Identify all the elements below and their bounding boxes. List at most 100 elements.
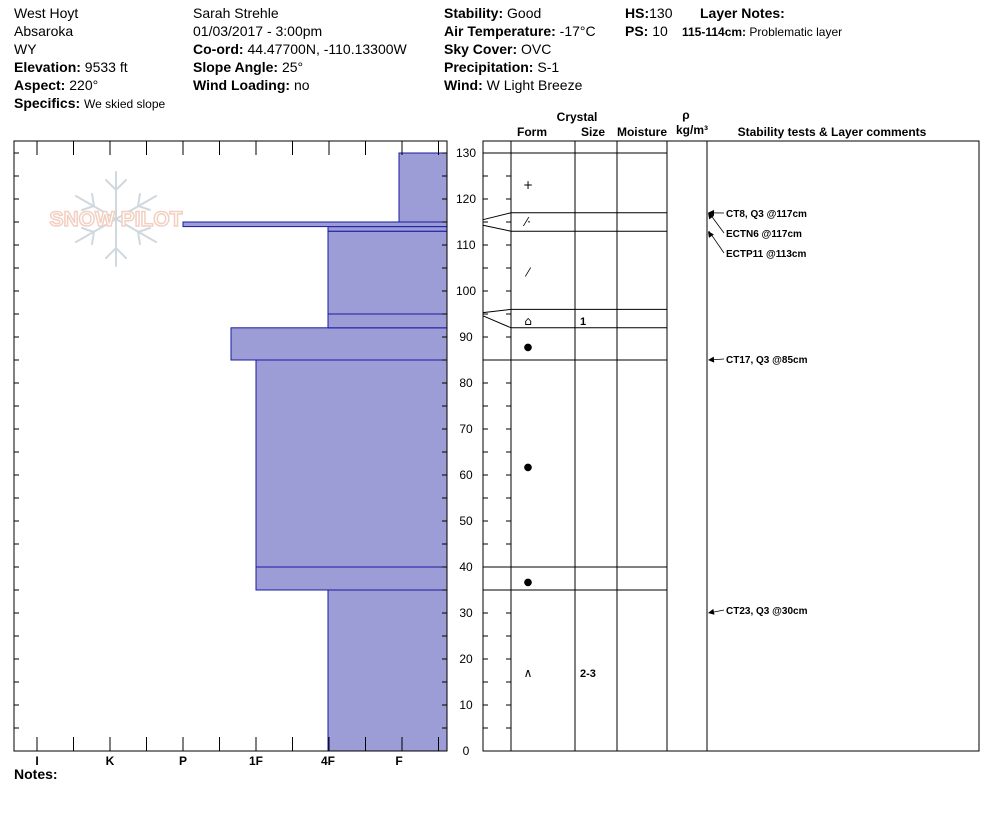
aspect-label: Aspect:	[14, 77, 66, 93]
slope-row: Slope Angle: 25°	[193, 58, 303, 76]
stability-test-arrowhead	[708, 608, 715, 615]
depth-label-50: 50	[459, 514, 473, 528]
depth-label-90: 90	[459, 330, 473, 344]
ps-row: PS: 10	[625, 22, 668, 40]
hardness-layer-1	[255, 566, 448, 591]
header-density-unit: kg/m³	[676, 123, 708, 137]
wind-loading-value: no	[293, 77, 310, 93]
stability-test-label-1: ECTN6 @117cm	[726, 229, 802, 240]
depth-label-60: 60	[459, 468, 473, 482]
sky-row: Sky Cover: OVC	[444, 40, 551, 58]
layer-rows: + ⁄· ⁄ ⌂ 1 ● ● ● ∧ 2-3	[522, 178, 596, 680]
depth-label-120: 120	[456, 192, 476, 206]
crystal-size-3: 1	[580, 316, 586, 328]
depth-label-70: 70	[459, 422, 473, 436]
coord-label: Co-ord:	[193, 41, 244, 57]
state: WY	[14, 41, 37, 57]
slope-label: Slope Angle:	[193, 59, 279, 75]
hardness-layer-8	[398, 152, 448, 223]
depth-label-0: 0	[463, 744, 470, 758]
coord-row: Co-ord: 44.47700N, -110.13300W	[193, 40, 407, 58]
layer-note-range: 115-114cm:	[682, 25, 747, 39]
depth-label-110: 110	[456, 238, 475, 252]
layer-boundary	[482, 224, 667, 232]
layer-notes-label: Layer Notes:	[700, 5, 785, 21]
stability-test-label-3: CT17, Q3 @85cm	[726, 355, 808, 366]
crystal-form-2: ⁄	[524, 266, 532, 280]
layer-boundary	[482, 315, 667, 329]
stability-test-arrowhead	[708, 212, 714, 220]
depth-label-10: 10	[459, 698, 473, 712]
hs-label: HS:	[625, 5, 650, 21]
hardness-axis-labels: I K P 1F 4F F	[35, 754, 402, 768]
air-temp-value: -17°C	[559, 23, 596, 39]
stability-test-label-0: CT8, Q3 @117cm	[726, 209, 807, 220]
crystal-form-0: +	[523, 178, 533, 192]
layer-boundary	[482, 308, 667, 314]
slope-value: 25°	[281, 59, 304, 75]
elevation-label: Elevation:	[14, 59, 81, 75]
depth-label-130: 130	[456, 146, 476, 160]
notes-label: Notes:	[14, 766, 58, 782]
depth-label-100: 100	[456, 284, 476, 298]
mountain-range: Absaroka	[14, 23, 74, 39]
sky-label: Sky Cover:	[444, 41, 518, 57]
crystal-form-4: ●	[524, 342, 533, 353]
hardness-label-P: P	[179, 754, 187, 768]
observation-datetime: 01/03/2017 - 3:00pm	[193, 23, 323, 39]
hardness-layer-2	[255, 359, 448, 568]
stability-test-label-2: ECTP11 @113cm	[726, 249, 806, 260]
hardness-layer-3	[230, 327, 448, 361]
precip-row: Precipitation: S-1	[444, 58, 559, 76]
ps-label: PS:	[625, 23, 649, 39]
hardness-label-F: F	[395, 754, 402, 768]
table-depth-ticks	[483, 152, 511, 752]
crystal-size-7: 2-3	[580, 668, 596, 680]
crystal-form-3: ⌂	[524, 314, 532, 328]
layer-note-row: 115-114cm: Problematic layer	[682, 23, 842, 41]
hardness-layer-5	[327, 230, 448, 315]
depth-label-80: 80	[459, 376, 473, 390]
precip-value: S-1	[537, 59, 560, 75]
elevation-row: Elevation: 9533 ft	[14, 58, 128, 76]
depth-axis-labels: 0 10 20 30 40 50 60 70 80 90 100 110 120 130	[456, 146, 476, 758]
crystal-form-1: ⁄·	[522, 215, 531, 229]
stability-row: Stability: Good	[444, 4, 541, 22]
elevation-value: 9533 ft	[84, 59, 128, 75]
hardness-label-I: I	[35, 754, 38, 768]
hardness-layer-0	[327, 589, 448, 752]
hardness-label-4F: 4F	[321, 754, 335, 768]
hardness-layers	[182, 152, 448, 752]
header-crystal: Crystal	[557, 110, 598, 124]
wind-value: W Light Breeze	[486, 77, 583, 93]
specifics-label: Specifics:	[14, 95, 81, 111]
wind-label: Wind:	[444, 77, 483, 93]
hardness-label-1F: 1F	[249, 754, 263, 768]
precip-label: Precipitation:	[444, 59, 534, 75]
crystal-form-6: ●	[524, 577, 533, 588]
hardness-label-K: K	[106, 754, 115, 768]
specifics-row: Specifics: We skied slope	[14, 94, 165, 113]
snowpilot-logo: SNOW PILOT	[49, 171, 183, 267]
crystal-form-5: ●	[524, 462, 533, 473]
header-moisture: Moisture	[617, 125, 667, 139]
stability-tests: CT8, Q3 @117cm ECTN6 @117cm ECTP11 @113cm C…	[708, 209, 808, 617]
sky-value: OVC	[521, 41, 552, 57]
location-name: West Hoyt	[14, 5, 79, 21]
stability-test-arrowhead	[708, 356, 715, 363]
header-rho: ρ	[682, 108, 689, 122]
hardness-plot-frame	[13, 140, 448, 752]
stability-value: Good	[507, 5, 542, 21]
depth-label-40: 40	[459, 560, 473, 574]
aspect-row: Aspect: 220°	[14, 76, 98, 94]
depth-label-20: 20	[459, 652, 473, 666]
layer-table-grid	[482, 140, 980, 752]
specifics-value: We skied slope	[84, 97, 166, 111]
wind-loading-row: Wind Loading: no	[193, 76, 310, 94]
observer-name: Sarah Strehle	[193, 5, 279, 21]
crystal-form-7: ∧	[524, 666, 533, 680]
hardness-layer-7	[182, 221, 448, 228]
layer-boundaries	[482, 152, 667, 591]
hardness-layer-4	[327, 313, 448, 329]
